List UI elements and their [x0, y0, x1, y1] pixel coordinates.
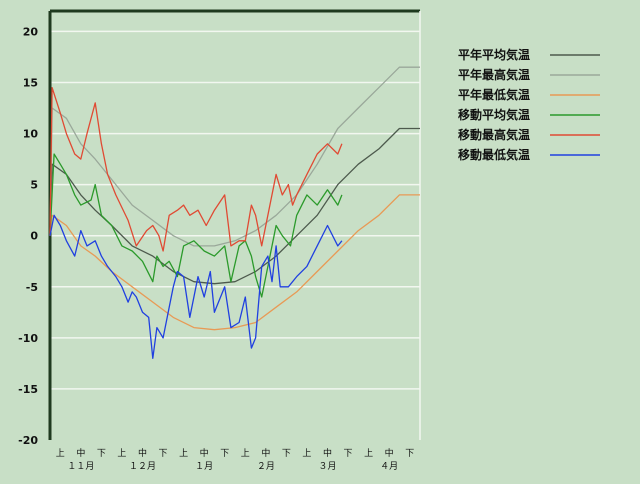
legend-label: 平年最低気温: [458, 87, 530, 102]
x-period-tick-label: 中: [76, 447, 85, 459]
x-period-tick-label: 上: [364, 448, 373, 459]
x-month-tick-label: １１月: [67, 461, 94, 472]
y-tick-label: -10: [18, 332, 38, 345]
x-period-tick-label: 上: [241, 448, 250, 459]
legend-label: 移動平均気温: [458, 107, 530, 122]
y-tick-label: 10: [23, 128, 39, 141]
series-line: [49, 194, 420, 331]
y-tick-label: -5: [26, 281, 38, 294]
y-tick-label: 5: [30, 179, 38, 192]
series-line: [49, 153, 343, 298]
y-tick-label: 20: [23, 25, 39, 38]
x-period-tick-label: 下: [405, 449, 414, 459]
series-line: [49, 66, 420, 247]
x-period-tick-label: 上: [302, 448, 311, 459]
x-month-tick-label: １２月: [129, 461, 156, 472]
legend-label: 平年平均気温: [458, 47, 530, 62]
x-month-tick-label: ２月: [257, 461, 275, 472]
x-month-tick-label: １月: [195, 461, 213, 472]
x-period-tick-label: 下: [220, 449, 229, 459]
x-period-tick-label: 下: [159, 449, 168, 459]
x-period-tick-label: 下: [344, 449, 353, 459]
x-period-tick-label: 中: [323, 447, 332, 459]
series-line: [49, 214, 343, 359]
legend-label: 移動最高気温: [458, 127, 530, 142]
x-period-tick-label: 中: [261, 447, 270, 459]
legend-label: 移動最低気温: [458, 147, 530, 162]
y-tick-label: 0: [30, 230, 38, 243]
x-period-tick-label: 中: [385, 447, 394, 459]
x-period-tick-label: 上: [117, 448, 126, 459]
x-period-tick-label: 上: [56, 448, 65, 459]
legend-label: 平年最高気温: [458, 67, 530, 82]
y-tick-label: -20: [18, 434, 38, 447]
y-tick-label: 15: [23, 77, 38, 90]
y-tick-label: -15: [18, 383, 38, 396]
x-period-tick-label: 下: [97, 449, 106, 459]
x-month-tick-label: ３月: [318, 461, 336, 472]
series-line: [49, 127, 420, 285]
x-period-tick-label: 中: [138, 447, 147, 459]
x-period-tick-label: 中: [200, 447, 209, 459]
series-line: [49, 86, 343, 252]
x-period-tick-label: 下: [282, 449, 291, 459]
x-period-tick-label: 上: [179, 448, 188, 459]
x-month-tick-label: ４月: [380, 461, 398, 472]
